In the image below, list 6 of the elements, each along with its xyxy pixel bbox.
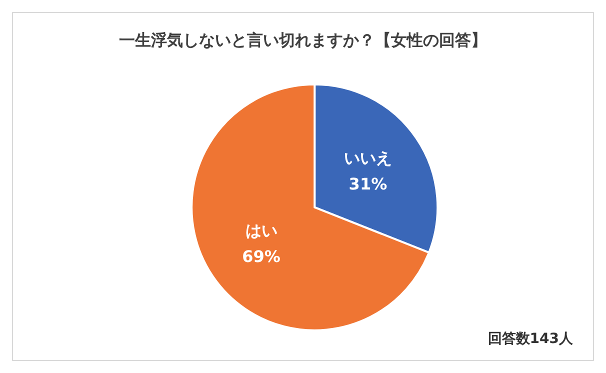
chart-title: 一生浮気しないと言い切れますか？【女性の回答】: [119, 30, 487, 50]
data-label: 69%: [242, 247, 280, 266]
data-label: 31%: [348, 174, 388, 194]
slice-label: いいえ: [344, 148, 392, 168]
slice-label: はい: [245, 221, 278, 240]
text: 回答数143人: [488, 331, 574, 347]
